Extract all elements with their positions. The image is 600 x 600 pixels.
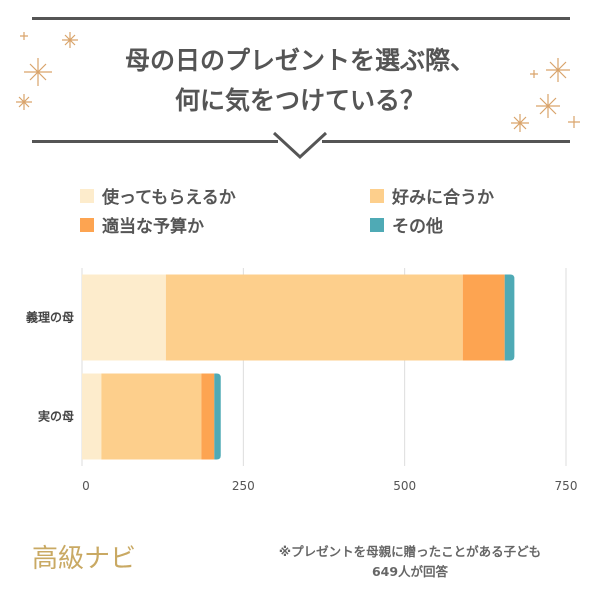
header-bottom-line-left (32, 140, 278, 143)
legend-item-preference: 好みに合うか (370, 183, 494, 208)
y-category-label: 義理の母 (26, 310, 74, 325)
legend-item-other: その他 (370, 212, 443, 237)
legend-item-budget: 適当な予算か (80, 212, 204, 237)
header-bottom-line-right (322, 140, 570, 143)
legend-item-use: 使ってもらえるか (80, 183, 236, 208)
x-tick-label: 250 (232, 479, 255, 493)
bar-segment (214, 373, 221, 460)
survey-note: ※プレゼントを母親に贈ったことがある子ども 649人が回答 (250, 542, 570, 582)
survey-note-line1: ※プレゼントを母親に贈ったことがある子ども (278, 544, 542, 559)
chart-title-line1: 母の日のプレゼントを選ぶ際、 (124, 46, 475, 75)
chart-title-line2: 何に気をつけている？ (174, 86, 425, 115)
bar-segment (82, 274, 166, 361)
bar-segment (165, 274, 463, 361)
survey-note-line2: 649人が回答 (371, 564, 449, 579)
legend-label: その他 (392, 217, 443, 237)
legend-swatch (370, 217, 384, 232)
sparkle-icon-group-right (511, 58, 580, 132)
brand-logo: 高級ナビ (32, 544, 137, 574)
legend-label: 使ってもらえるか (102, 188, 236, 208)
legend-label: 好みに合うか (392, 188, 494, 208)
y-category-label: 実の母 (38, 409, 74, 424)
bar-segment (462, 274, 505, 361)
bar-segment (201, 373, 215, 460)
legend-swatch (80, 217, 94, 232)
x-tick-label: 0 (82, 479, 90, 493)
legend-swatch (370, 188, 384, 203)
bar-segment (504, 274, 515, 361)
bar-segment (82, 373, 102, 460)
bar-segment (101, 373, 202, 460)
chevron-down-icon (272, 131, 328, 160)
x-tick-label: 500 (393, 479, 416, 493)
sparkle-icon-group-left (16, 32, 78, 110)
header-top-line (32, 17, 570, 20)
legend-label: 適当な予算か (102, 217, 204, 237)
legend-swatch (80, 188, 94, 203)
x-tick-label: 750 (555, 479, 578, 493)
